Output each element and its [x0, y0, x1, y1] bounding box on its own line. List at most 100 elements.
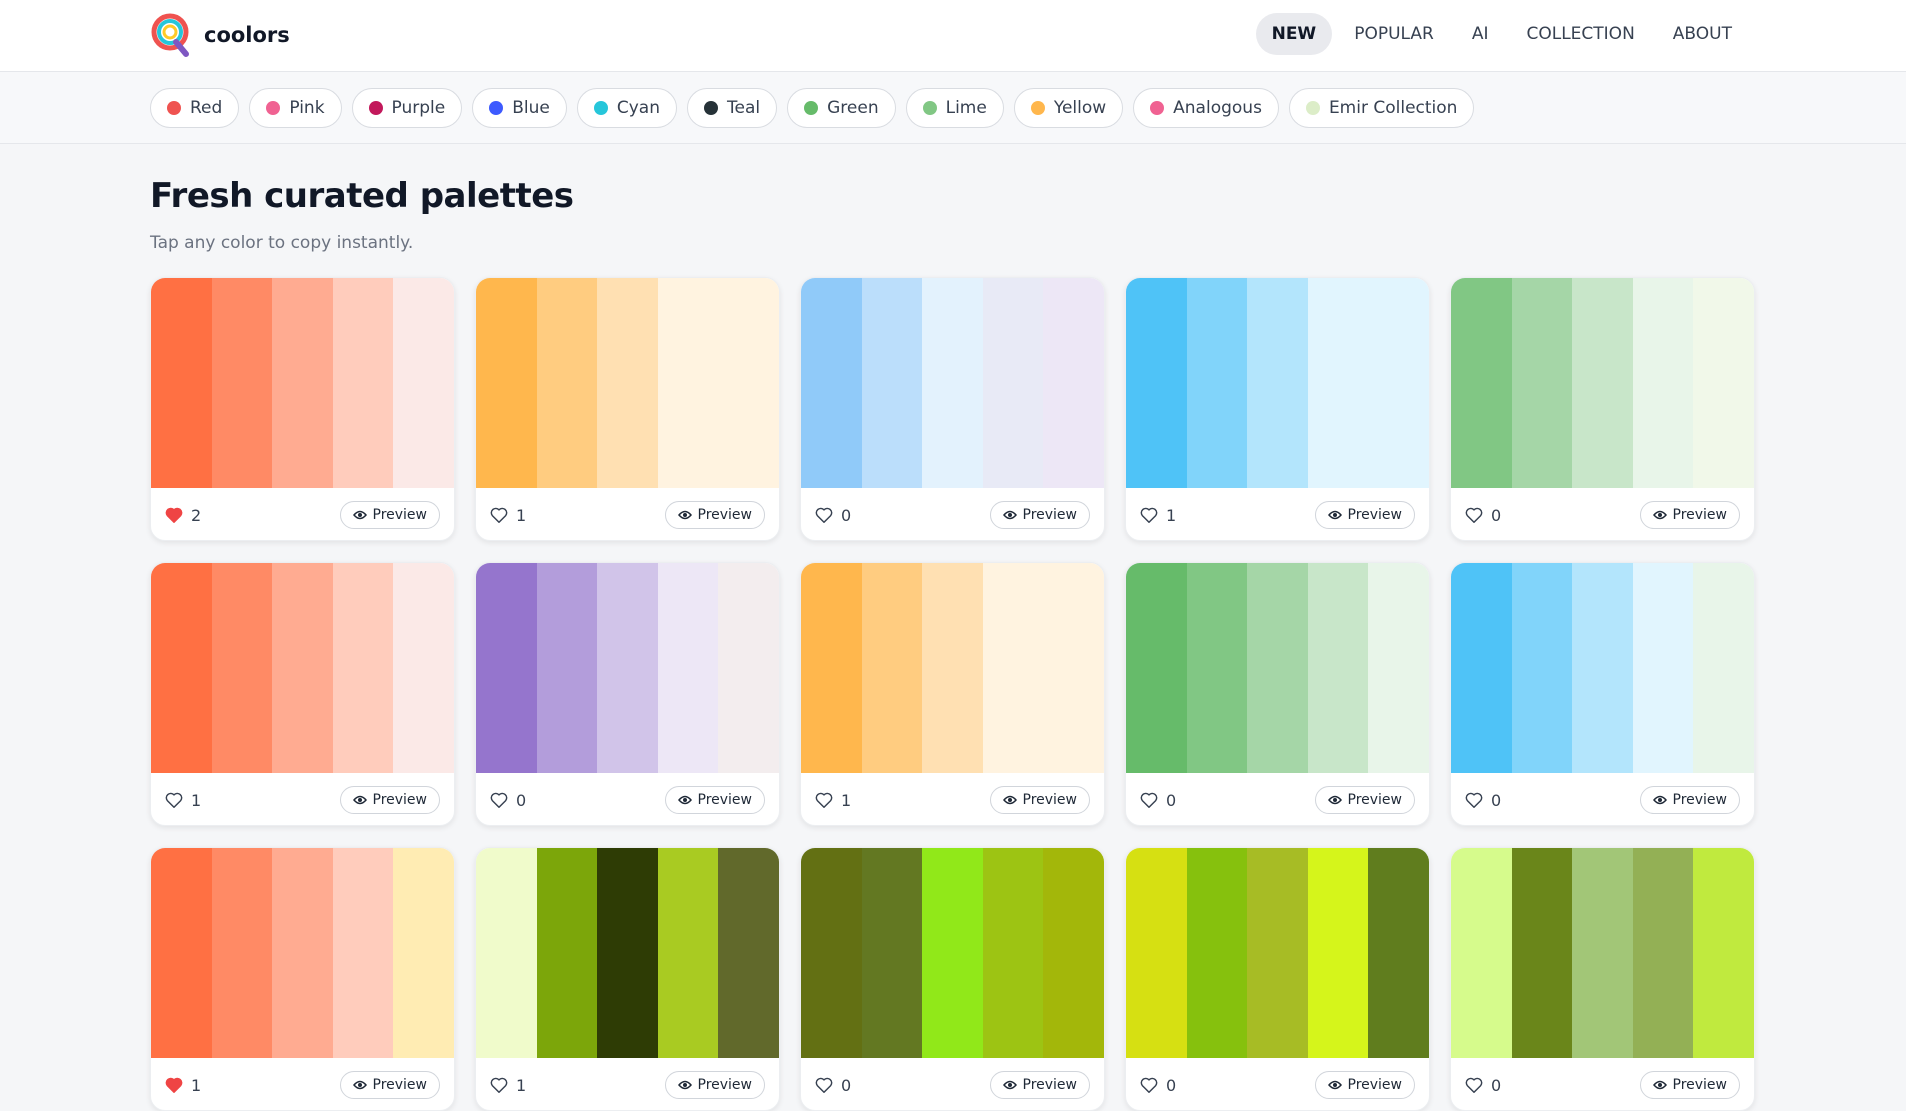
- like-button[interactable]: 0: [1140, 1076, 1176, 1095]
- color-swatch[interactable]: [657, 278, 719, 488]
- color-swatch[interactable]: [1186, 848, 1248, 1058]
- color-swatch[interactable]: [657, 563, 719, 773]
- filter-chip[interactable]: Analogous: [1133, 87, 1279, 128]
- preview-button[interactable]: Preview: [664, 786, 765, 814]
- like-button[interactable]: 2: [165, 506, 201, 525]
- color-swatch[interactable]: [1368, 848, 1429, 1058]
- color-swatch[interactable]: [1247, 563, 1308, 773]
- color-swatch[interactable]: [211, 848, 273, 1058]
- like-button[interactable]: 1: [165, 1076, 201, 1095]
- color-swatch[interactable]: [1307, 278, 1369, 488]
- like-button[interactable]: 1: [1140, 506, 1176, 525]
- filter-chip[interactable]: Yellow: [1013, 87, 1124, 128]
- color-swatch[interactable]: [393, 278, 454, 488]
- like-button[interactable]: 1: [815, 791, 851, 810]
- color-swatch[interactable]: [718, 563, 779, 773]
- color-swatch[interactable]: [1126, 278, 1187, 488]
- color-swatch[interactable]: [1632, 278, 1694, 488]
- nav-link[interactable]: NEW: [1255, 13, 1333, 55]
- color-swatch[interactable]: [1572, 278, 1633, 488]
- color-swatch[interactable]: [1632, 848, 1694, 1058]
- color-swatch[interactable]: [272, 563, 333, 773]
- color-swatch[interactable]: [536, 278, 598, 488]
- color-swatch[interactable]: [1451, 278, 1512, 488]
- preview-button[interactable]: Preview: [989, 1071, 1090, 1099]
- color-swatch[interactable]: [211, 278, 273, 488]
- color-swatch[interactable]: [1451, 563, 1512, 773]
- preview-button[interactable]: Preview: [664, 501, 765, 529]
- color-swatch[interactable]: [861, 848, 923, 1058]
- filter-chip[interactable]: Pink: [249, 87, 342, 128]
- like-button[interactable]: 0: [1465, 506, 1501, 525]
- brand[interactable]: coolors: [150, 12, 290, 58]
- color-swatch[interactable]: [332, 848, 394, 1058]
- color-swatch[interactable]: [597, 278, 658, 488]
- preview-button[interactable]: Preview: [989, 786, 1090, 814]
- like-button[interactable]: 1: [165, 791, 201, 810]
- color-swatch[interactable]: [476, 278, 537, 488]
- preview-button[interactable]: Preview: [1314, 501, 1415, 529]
- color-swatch[interactable]: [272, 278, 333, 488]
- filter-chip[interactable]: Teal: [687, 87, 778, 128]
- color-swatch[interactable]: [922, 278, 983, 488]
- color-swatch[interactable]: [151, 278, 212, 488]
- like-button[interactable]: 0: [1465, 1076, 1501, 1095]
- color-swatch[interactable]: [801, 848, 862, 1058]
- color-swatch[interactable]: [718, 278, 779, 488]
- like-button[interactable]: 0: [1465, 791, 1501, 810]
- preview-button[interactable]: Preview: [339, 501, 440, 529]
- color-swatch[interactable]: [1307, 848, 1369, 1058]
- color-swatch[interactable]: [1368, 563, 1429, 773]
- color-swatch[interactable]: [801, 563, 862, 773]
- color-swatch[interactable]: [393, 563, 454, 773]
- filter-chip[interactable]: Cyan: [576, 87, 677, 128]
- filter-chip[interactable]: Emir Collection: [1288, 87, 1475, 128]
- preview-button[interactable]: Preview: [1314, 1071, 1415, 1099]
- like-button[interactable]: 0: [815, 1076, 851, 1095]
- color-swatch[interactable]: [1043, 848, 1104, 1058]
- color-swatch[interactable]: [922, 563, 983, 773]
- color-swatch[interactable]: [1693, 278, 1754, 488]
- preview-button[interactable]: Preview: [664, 1071, 765, 1099]
- color-swatch[interactable]: [1511, 848, 1573, 1058]
- color-swatch[interactable]: [1572, 848, 1633, 1058]
- color-swatch[interactable]: [1126, 563, 1187, 773]
- color-swatch[interactable]: [332, 563, 394, 773]
- color-swatch[interactable]: [151, 848, 212, 1058]
- filter-chip[interactable]: Blue: [472, 87, 567, 128]
- preview-button[interactable]: Preview: [1639, 501, 1740, 529]
- color-swatch[interactable]: [1043, 278, 1104, 488]
- filter-chip[interactable]: Lime: [905, 87, 1004, 128]
- color-swatch[interactable]: [657, 848, 719, 1058]
- color-swatch[interactable]: [1126, 848, 1187, 1058]
- color-swatch[interactable]: [536, 563, 598, 773]
- color-swatch[interactable]: [922, 848, 983, 1058]
- color-swatch[interactable]: [982, 278, 1044, 488]
- nav-link[interactable]: COLLECTION: [1526, 24, 1635, 44]
- color-swatch[interactable]: [982, 563, 1044, 773]
- color-swatch[interactable]: [1186, 278, 1248, 488]
- nav-link[interactable]: ABOUT: [1672, 24, 1732, 44]
- filter-chip[interactable]: Green: [787, 87, 896, 128]
- like-button[interactable]: 1: [490, 506, 526, 525]
- like-button[interactable]: 0: [490, 791, 526, 810]
- color-swatch[interactable]: [982, 848, 1044, 1058]
- color-swatch[interactable]: [1307, 563, 1369, 773]
- color-swatch[interactable]: [718, 848, 779, 1058]
- preview-button[interactable]: Preview: [989, 501, 1090, 529]
- color-swatch[interactable]: [1368, 278, 1429, 488]
- nav-link[interactable]: POPULAR: [1354, 24, 1434, 44]
- color-swatch[interactable]: [597, 848, 658, 1058]
- color-swatch[interactable]: [211, 563, 273, 773]
- color-swatch[interactable]: [1693, 848, 1754, 1058]
- color-swatch[interactable]: [272, 848, 333, 1058]
- color-swatch[interactable]: [332, 278, 394, 488]
- color-swatch[interactable]: [151, 563, 212, 773]
- preview-button[interactable]: Preview: [1639, 1071, 1740, 1099]
- color-swatch[interactable]: [476, 563, 537, 773]
- color-swatch[interactable]: [1186, 563, 1248, 773]
- color-swatch[interactable]: [476, 848, 537, 1058]
- color-swatch[interactable]: [393, 848, 454, 1058]
- color-swatch[interactable]: [597, 563, 658, 773]
- color-swatch[interactable]: [1693, 563, 1754, 773]
